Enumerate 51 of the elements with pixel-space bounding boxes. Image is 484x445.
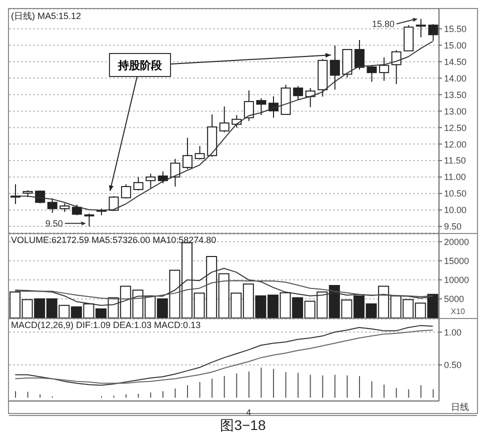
chart-title: VOLUME:62172.59 MA5:57326.00 MA10:58274.80 xyxy=(11,235,216,245)
candlestick xyxy=(404,24,414,52)
y-tick-label: 12.50 xyxy=(444,122,467,133)
candlestick xyxy=(72,204,82,216)
line-series xyxy=(14,268,434,306)
candlestick xyxy=(121,184,132,199)
y-tick-label: 15000 xyxy=(444,256,470,266)
candlestick xyxy=(244,90,254,122)
annotation: 持股阶段 xyxy=(109,53,171,77)
y-tick-label: 14.00 xyxy=(444,73,467,84)
y-tick-label: 14.50 xyxy=(444,56,467,67)
annotation: 15.80 xyxy=(372,18,395,29)
y-tick-label: 12.00 xyxy=(444,139,467,150)
line-series xyxy=(14,280,434,300)
y-tick-label: 15.50 xyxy=(444,24,467,34)
y-tick-label: 20000 xyxy=(444,236,470,247)
candlestick xyxy=(35,190,46,204)
y-tick-label: 10.50 xyxy=(444,188,467,199)
y-tick-label: 10000 xyxy=(444,275,470,286)
candlestick xyxy=(47,198,58,214)
y-tick-label: 1.00 xyxy=(444,327,462,338)
y-tick-label: 5000 xyxy=(444,294,464,304)
y-tick-label: 9.50 xyxy=(444,222,462,232)
y-tick-label: 15.00 xyxy=(444,40,467,50)
annotation: 9.50 xyxy=(45,218,63,228)
text: X10 xyxy=(450,307,465,316)
candlestick xyxy=(108,196,119,212)
y-tick-label: 0.50 xyxy=(444,360,462,370)
y-tick-label: 13.50 xyxy=(444,90,467,100)
candlestick xyxy=(354,39,364,70)
y-tick-label: 13.00 xyxy=(444,106,467,116)
candlestick xyxy=(158,170,168,184)
candlestick xyxy=(219,106,230,133)
chart-title: (日线) MA5:15.12 xyxy=(11,10,82,23)
y-tick-label: 11.50 xyxy=(444,156,466,166)
y-tick-label: 11.00 xyxy=(444,172,466,182)
candlestick xyxy=(379,56,390,82)
candlestick xyxy=(133,176,144,192)
candlestick xyxy=(146,173,156,189)
caption: 图3−18 xyxy=(219,417,267,435)
candlestick xyxy=(170,158,180,188)
candlestick xyxy=(293,86,304,100)
chart-title: MACD(12,26,9) DIF:1.09 DEA:1.03 MACD:0.13 xyxy=(11,320,201,330)
y-tick-label: 10.00 xyxy=(444,205,467,216)
candlestick xyxy=(391,50,402,85)
candlestick xyxy=(182,137,192,170)
candlestick xyxy=(366,64,377,82)
candlestick xyxy=(256,98,266,116)
candlestick xyxy=(268,96,278,118)
candlestick xyxy=(194,146,205,160)
text: 日线 xyxy=(451,401,469,414)
